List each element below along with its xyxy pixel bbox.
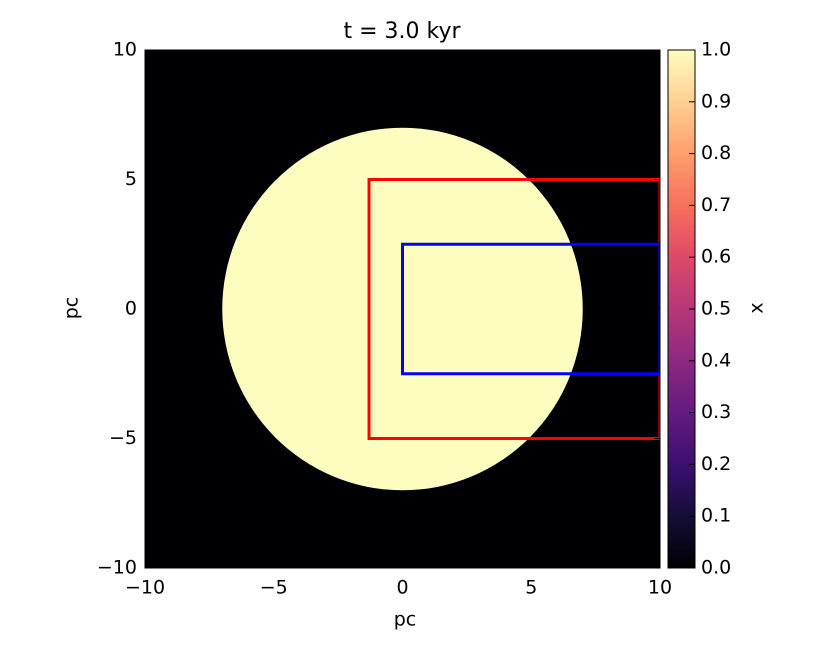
colorbar-tick-label: 0.9 [701,90,731,112]
x-tick-label: 5 [525,577,537,599]
box [367,178,660,440]
colorbar-tick-label: 0.4 [701,349,731,371]
colorbar-tick-label: 0.2 [701,453,731,475]
chart-title: t = 3.0 kyr [343,19,461,44]
colorbar-tick-label: 0.1 [701,505,731,527]
y-tick-label: 0 [125,298,137,320]
x-tick-label: −5 [260,577,288,599]
y-tick-label: 10 [113,39,137,61]
y-tick-label: −10 [97,557,137,579]
x-tick-label: −10 [125,577,165,599]
y-tick-label: 5 [125,168,137,190]
plot-area [145,50,660,568]
colorbar-tick-label: 0.5 [701,298,731,320]
colorbar-label: x [746,302,768,313]
x-tick-label: 0 [396,577,408,599]
box [401,242,660,376]
y-axis-label: pc [61,297,83,320]
colorbar-tick-label: 0.8 [701,142,731,164]
colorbar-tick-label: 0.0 [701,557,731,579]
colorbar-tick-label: 0.3 [701,401,731,423]
y-tick-label: −5 [109,427,137,449]
x-tick-label: 10 [648,577,672,599]
colorbar-tick-label: 0.7 [701,194,731,216]
colorbar-tick-label: 0.6 [701,246,731,268]
x-axis-label: pc [394,609,417,631]
colorbar-tick-label: 1.0 [701,39,731,61]
